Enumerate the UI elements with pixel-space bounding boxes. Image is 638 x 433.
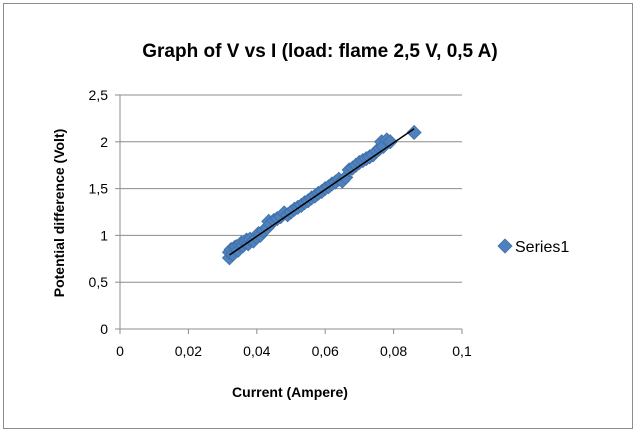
y-tick-label-5: 2,5	[89, 87, 109, 103]
axes	[115, 94, 463, 334]
x-tick-label-3: 0,06	[312, 343, 339, 359]
legend-marker-series1	[497, 238, 513, 254]
x-tick-label-4: 0,08	[380, 343, 407, 359]
gridlines	[120, 94, 462, 283]
y-tick-label-1: 0,5	[89, 274, 109, 290]
y-tick-label-2: 1	[100, 227, 108, 243]
x-tick-label-5: 0,1	[452, 343, 472, 359]
tick-labels: 0 0,5 1 1,5 2 2,5 0 0,02 0,04 0,06 0,08 0,1	[89, 87, 472, 359]
data-points	[221, 124, 422, 266]
legend-label-series1: Series1	[515, 239, 569, 256]
trendline	[229, 128, 415, 256]
legend: Series1	[497, 238, 569, 256]
y-axis-label: Potential difference (Volt)	[51, 129, 67, 298]
x-tick-label-0: 0	[116, 343, 124, 359]
data-point-58	[406, 124, 422, 141]
x-axis-label: Current (Ampere)	[232, 384, 348, 400]
x-tick-label-1: 0,02	[175, 343, 202, 359]
y-tick-label-4: 2	[100, 134, 108, 150]
y-tick-label-3: 1,5	[89, 181, 109, 197]
chart-area	[3, 3, 633, 429]
data-point-57	[382, 134, 398, 150]
chart-title: Graph of V vs I (load: flame 2,5 V, 0,5 …	[142, 41, 497, 62]
trendline-layer	[229, 128, 415, 256]
y-tick-label-0: 0	[100, 321, 108, 337]
x-tick-label-2: 0,04	[243, 343, 270, 359]
